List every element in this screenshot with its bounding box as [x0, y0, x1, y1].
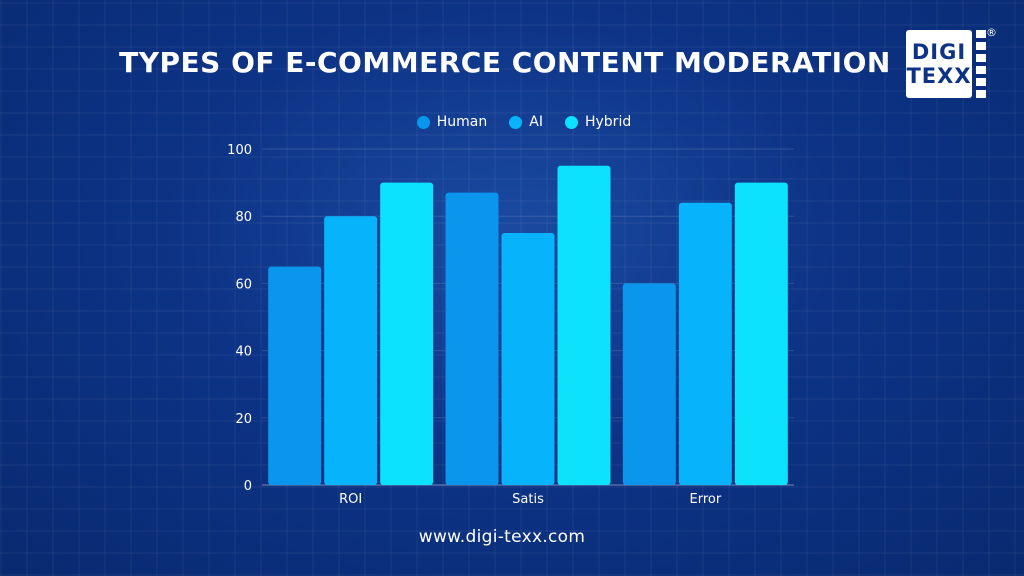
bar-hybrid-error — [734, 182, 788, 485]
bar-ai-error — [678, 202, 732, 485]
bar-human-roi — [268, 266, 322, 485]
bar-hybrid-roi — [380, 182, 434, 485]
legend-item-ai: AI — [509, 114, 543, 130]
bar-hybrid-satis — [557, 165, 611, 486]
brand-logo: DIGI TEXX ® — [906, 26, 997, 98]
logo-text-line2: TEXX — [906, 64, 972, 88]
x-tick-label: Error — [689, 492, 721, 507]
page-title: TYPES OF E-COMMERCE CONTENT MODERATION — [119, 46, 891, 79]
bar-ai-satis — [501, 233, 555, 485]
logo-box: DIGI TEXX — [906, 30, 972, 98]
y-tick-label: 40 — [235, 345, 252, 360]
y-tick-label: 20 — [235, 412, 252, 427]
y-tick-label: 0 — [244, 479, 252, 494]
legend-item-human: Human — [416, 114, 488, 130]
legend-swatch-hybrid — [564, 115, 578, 129]
footer-url: www.digi-texx.com — [418, 527, 586, 547]
bar-human-error — [622, 283, 676, 485]
legend-item-hybrid: Hybrid — [564, 114, 632, 130]
legend-label-hybrid: Hybrid — [584, 114, 632, 130]
legend-swatch-human — [416, 115, 430, 129]
legend-label-human: Human — [436, 114, 488, 130]
bar-ai-roi — [324, 216, 378, 485]
legend-label-ai: AI — [529, 114, 543, 130]
bar-human-satis — [445, 192, 499, 485]
x-tick-label: ROI — [339, 492, 362, 507]
y-tick-label: 100 — [227, 143, 252, 158]
logo-text-line1: DIGI — [911, 40, 967, 64]
y-tick-label: 60 — [235, 277, 252, 292]
registered-mark: ® — [986, 26, 997, 39]
y-tick-label: 80 — [235, 210, 252, 225]
legend-swatch-ai — [509, 115, 523, 129]
x-tick-label: Satis — [512, 492, 544, 507]
chart-legend: Human AI Hybrid — [0, 114, 1024, 130]
logo-film-strip — [976, 30, 986, 98]
